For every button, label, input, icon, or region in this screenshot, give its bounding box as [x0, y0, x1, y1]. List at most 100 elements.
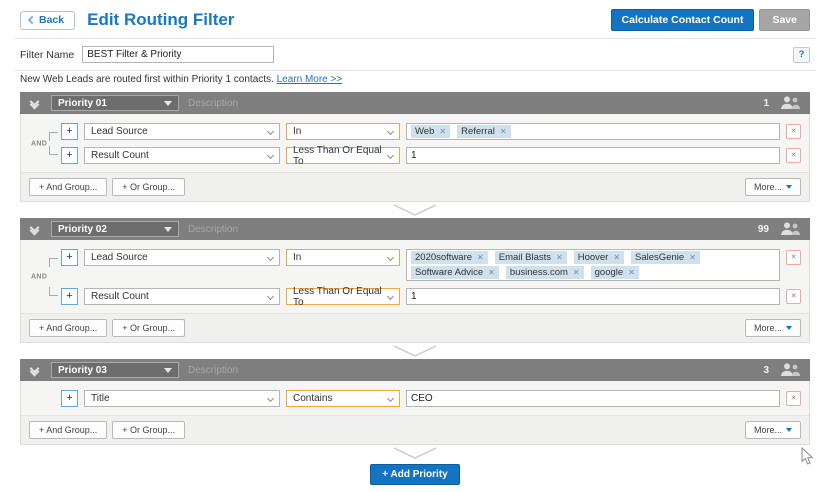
operator-dropdown[interactable]: Less Than Or Equal To — [286, 285, 400, 308]
filter-name-row: Filter Name ? — [0, 39, 830, 70]
or-group-button[interactable]: + Or Group... — [112, 319, 186, 337]
collapse-icon[interactable] — [29, 222, 42, 236]
save-button[interactable]: Save — [759, 9, 810, 31]
operator-dropdown-value: In — [293, 126, 302, 137]
caret-down-icon — [164, 226, 172, 232]
tag-chip: business.com — [505, 266, 584, 279]
operator-dropdown-value: In — [293, 252, 302, 263]
remove-tag-icon[interactable] — [689, 251, 696, 264]
delete-row-button[interactable]: ✕ — [786, 148, 801, 163]
value-input[interactable] — [406, 147, 780, 164]
remove-tag-icon[interactable] — [613, 251, 620, 264]
field-dropdown[interactable]: Result Count — [84, 288, 280, 305]
remove-tag-icon[interactable] — [500, 125, 507, 138]
operator-dropdown[interactable]: In — [286, 249, 400, 266]
add-priority-row: + Add Priority — [0, 461, 830, 485]
conjunction-label: AND — [31, 273, 48, 281]
and-bracket: AND — [29, 249, 61, 305]
priority-3-description-placeholder[interactable]: Description — [188, 364, 239, 376]
chevron-left-icon — [27, 15, 37, 24]
operator-dropdown[interactable]: Contains — [286, 390, 400, 407]
field-dropdown[interactable]: Lead Source — [84, 249, 280, 266]
add-condition-button[interactable]: + — [61, 123, 78, 140]
section-divider — [0, 445, 830, 461]
top-actions: Calculate Contact Count Save — [610, 9, 810, 31]
more-button-label: More... — [753, 425, 782, 435]
caret-down-icon — [786, 428, 792, 432]
priority-section-1: Priority 01 Description 1 AND + — [20, 92, 810, 202]
value-input[interactable] — [406, 288, 780, 305]
value-input[interactable] — [406, 390, 780, 407]
filter-name-input[interactable] — [82, 46, 275, 63]
delete-row-button[interactable]: ✕ — [786, 391, 801, 406]
people-icon — [781, 222, 801, 235]
add-condition-button[interactable]: + — [61, 249, 78, 266]
remove-tag-icon[interactable] — [573, 266, 580, 279]
calculate-contact-count-button[interactable]: Calculate Contact Count — [610, 9, 755, 31]
and-group-button[interactable]: + And Group... — [29, 178, 108, 196]
priority-3-body: + Title Contains ✕ + And Group... + Or G… — [20, 381, 810, 445]
add-condition-button[interactable]: + — [61, 390, 78, 407]
add-condition-button[interactable]: + — [61, 147, 78, 164]
remove-tag-icon[interactable] — [477, 251, 484, 264]
back-button[interactable]: Back — [20, 10, 76, 30]
chevron-down-icon — [266, 127, 275, 136]
operator-dropdown[interactable]: In — [286, 123, 400, 140]
remove-tag-icon[interactable] — [488, 266, 495, 279]
delete-row-button[interactable]: ✕ — [786, 250, 801, 265]
priority-3-contact-count: 3 — [763, 364, 769, 376]
tag-chip: 2020software — [411, 251, 488, 264]
priority-1-contact-count: 1 — [763, 97, 769, 109]
priority-section-3: Priority 03 Description 3 + Title Contai… — [20, 359, 810, 445]
collapse-icon[interactable] — [29, 363, 42, 377]
or-group-button[interactable]: + Or Group... — [112, 421, 186, 439]
priority-3-dropdown[interactable]: Priority 03 — [51, 362, 179, 378]
or-group-button[interactable]: + Or Group... — [112, 178, 186, 196]
priority-1-header: Priority 01 Description 1 — [20, 92, 810, 114]
tag-chip: Referral — [457, 125, 511, 138]
more-button[interactable]: More... — [744, 319, 801, 337]
value-tags-field[interactable]: 2020software Email Blasts Hoover SalesGe… — [406, 249, 780, 281]
priority-1-description-placeholder[interactable]: Description — [188, 97, 239, 109]
delete-row-button[interactable]: ✕ — [786, 289, 801, 304]
caret-down-icon — [786, 185, 792, 189]
operator-dropdown-value: Less Than Or Equal To — [293, 144, 382, 167]
condition-row: + Result Count Less Than Or Equal To ✕ — [61, 144, 801, 167]
chevron-down-icon — [266, 253, 275, 262]
priority-1-footer: + And Group... + Or Group... More... — [21, 172, 809, 201]
more-button[interactable]: More... — [744, 178, 801, 196]
field-dropdown-value: Result Count — [91, 291, 149, 302]
priority-1-dropdown[interactable]: Priority 01 — [51, 95, 179, 111]
tag-chip: SalesGenie — [631, 251, 700, 264]
field-dropdown-value: Lead Source — [91, 252, 148, 263]
add-priority-button[interactable]: + Add Priority — [370, 464, 460, 485]
priority-2-description-placeholder[interactable]: Description — [188, 223, 239, 235]
chevron-down-icon — [266, 394, 275, 403]
field-dropdown[interactable]: Title — [84, 390, 280, 407]
more-button[interactable]: More... — [744, 421, 801, 439]
value-tags-field[interactable]: Web Referral — [406, 123, 780, 140]
priority-3-footer: + And Group... + Or Group... More... — [21, 415, 809, 444]
and-group-button[interactable]: + And Group... — [29, 421, 108, 439]
field-dropdown[interactable]: Lead Source — [84, 123, 280, 140]
operator-dropdown-value: Less Than Or Equal To — [293, 285, 382, 308]
chevron-down-icon — [386, 127, 395, 136]
and-group-button[interactable]: + And Group... — [29, 319, 108, 337]
remove-tag-icon[interactable] — [628, 266, 635, 279]
priority-section-2: Priority 02 Description 99 AND + — [20, 218, 810, 343]
chevron-down-icon — [266, 151, 275, 160]
divider — [14, 70, 816, 71]
chevron-down-icon — [266, 292, 275, 301]
field-dropdown[interactable]: Result Count — [84, 147, 280, 164]
field-dropdown-value: Title — [91, 393, 110, 404]
add-condition-button[interactable]: + — [61, 288, 78, 305]
collapse-icon[interactable] — [29, 96, 42, 110]
remove-tag-icon[interactable] — [439, 125, 446, 138]
operator-dropdown[interactable]: Less Than Or Equal To — [286, 144, 400, 167]
priority-2-dropdown[interactable]: Priority 02 — [51, 221, 179, 237]
delete-row-button[interactable]: ✕ — [786, 124, 801, 139]
remove-tag-icon[interactable] — [556, 251, 563, 264]
learn-more-link[interactable]: Learn More >> — [276, 74, 343, 85]
help-button[interactable]: ? — [793, 46, 810, 63]
chevron-down-icon — [386, 394, 395, 403]
